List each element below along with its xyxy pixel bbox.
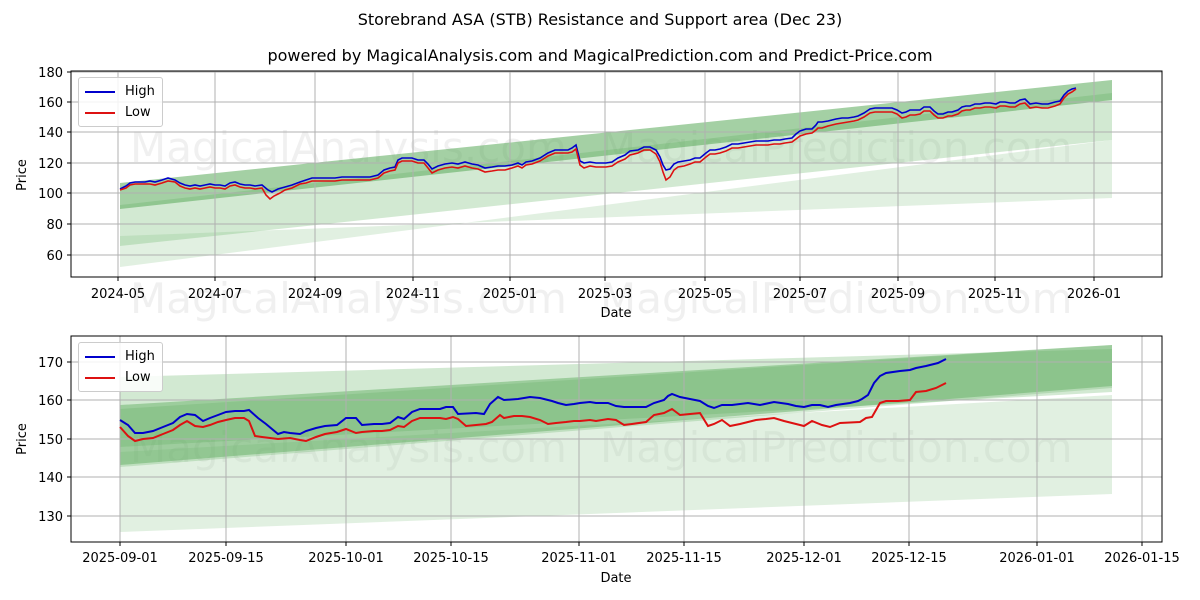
high-line-top [119, 87, 1077, 193]
x-tick-label: 2025-11-01 [541, 551, 617, 566]
low-line-bottom [119, 382, 947, 443]
top-x-axis-label: Date [600, 306, 631, 321]
support-band-light-bottom [120, 395, 1112, 532]
bottom-x-axis-label: Date [600, 571, 631, 586]
top-y-axis-label: Price [15, 159, 30, 191]
y-tick-label: 160 [38, 96, 63, 111]
legend-label-low: Low [125, 370, 151, 385]
x-tick-label: 2025-10-01 [308, 551, 384, 566]
y-tick-label: 160 [38, 394, 63, 409]
watermark-analysis-mid: MagicalAnalysis.com [130, 274, 567, 323]
top-chart: MagicalAnalysis.com MagicalPrediction.co… [15, 66, 1163, 323]
y-tick-label: 180 [38, 66, 63, 81]
x-tick-label: 2025-07 [773, 287, 827, 302]
legend-label-high: High [125, 349, 155, 364]
x-tick-label: 2025-10-15 [413, 551, 489, 566]
top-x-tick-labels: 2024-05 2024-07 2024-09 2024-11 2025-01 … [91, 287, 1121, 302]
x-tick-label: 2025-09-15 [188, 551, 264, 566]
low-line-swatch-icon [85, 111, 115, 114]
legend-item-low: Low [85, 102, 155, 123]
watermark-prediction-mid: MagicalPrediction.com [600, 274, 1073, 323]
x-tick-label: 2026-01 [1067, 287, 1121, 302]
low-line-swatch-icon [85, 376, 115, 379]
x-tick-label: 2025-12-01 [766, 551, 842, 566]
chart-title: Storebrand ASA (STB) Resistance and Supp… [357, 10, 843, 29]
bottom-x-tick-labels: 2025-09-01 2025-09-15 2025-10-01 2025-10… [82, 551, 1180, 566]
bottom-y-tick-labels: 170 160 150 140 130 [38, 356, 63, 525]
y-tick-label: 170 [38, 356, 63, 371]
y-tick-label: 120 [38, 157, 63, 172]
x-tick-label: 2026-01-15 [1104, 551, 1180, 566]
legend-item-high: High [85, 81, 155, 102]
bottom-y-axis-label: Price [15, 423, 30, 455]
bottom-chart: MagicalAnalysis.com MagicalPrediction.co… [15, 335, 1180, 586]
top-y-tick-labels: 180 160 140 120 100 80 60 [38, 66, 63, 264]
watermark-analysis-bottom: MagicalAnalysis.com [130, 423, 567, 472]
y-tick-label: 140 [38, 471, 63, 486]
x-tick-label: 2026-01-01 [999, 551, 1075, 566]
bottom-legend: High Low [78, 342, 163, 392]
x-tick-label: 2025-11-15 [646, 551, 722, 566]
x-tick-label: 2025-12-15 [871, 551, 947, 566]
x-tick-label: 2024-09 [288, 287, 342, 302]
low-line-top [119, 88, 1077, 201]
x-tick-label: 2025-03 [578, 287, 632, 302]
x-tick-label: 2024-07 [188, 287, 242, 302]
legend-item-low: Low [85, 367, 155, 388]
legend-label-low: Low [125, 105, 151, 120]
y-tick-label: 140 [38, 126, 63, 141]
x-tick-label: 2025-11 [968, 287, 1022, 302]
support-band-mid-bottom [120, 349, 1112, 447]
support-band-mid [120, 93, 1112, 246]
support-band-light [120, 140, 1112, 267]
legend-item-high: High [85, 346, 155, 367]
x-tick-label: 2024-11 [386, 287, 440, 302]
high-line-swatch-icon [85, 355, 115, 358]
y-tick-label: 80 [46, 218, 63, 233]
high-line-bottom [119, 358, 947, 436]
high-line-swatch-icon [85, 90, 115, 93]
watermark-prediction-bottom: MagicalPrediction.com [600, 423, 1073, 472]
y-tick-label: 130 [38, 510, 63, 525]
top-axes-frame [70, 70, 1163, 278]
chart-subtitle: powered by MagicalAnalysis.com and Magic… [267, 46, 933, 65]
legend-label-high: High [125, 84, 155, 99]
x-tick-label: 2025-09 [871, 287, 925, 302]
top-legend: High Low [78, 77, 163, 127]
x-tick-label: 2025-09-01 [82, 551, 158, 566]
x-tick-label: 2024-05 [91, 287, 145, 302]
x-tick-label: 2025-05 [678, 287, 732, 302]
y-tick-label: 150 [38, 433, 63, 448]
x-tick-label: 2025-01 [483, 287, 537, 302]
y-tick-label: 60 [46, 249, 63, 264]
y-tick-label: 100 [38, 187, 63, 202]
